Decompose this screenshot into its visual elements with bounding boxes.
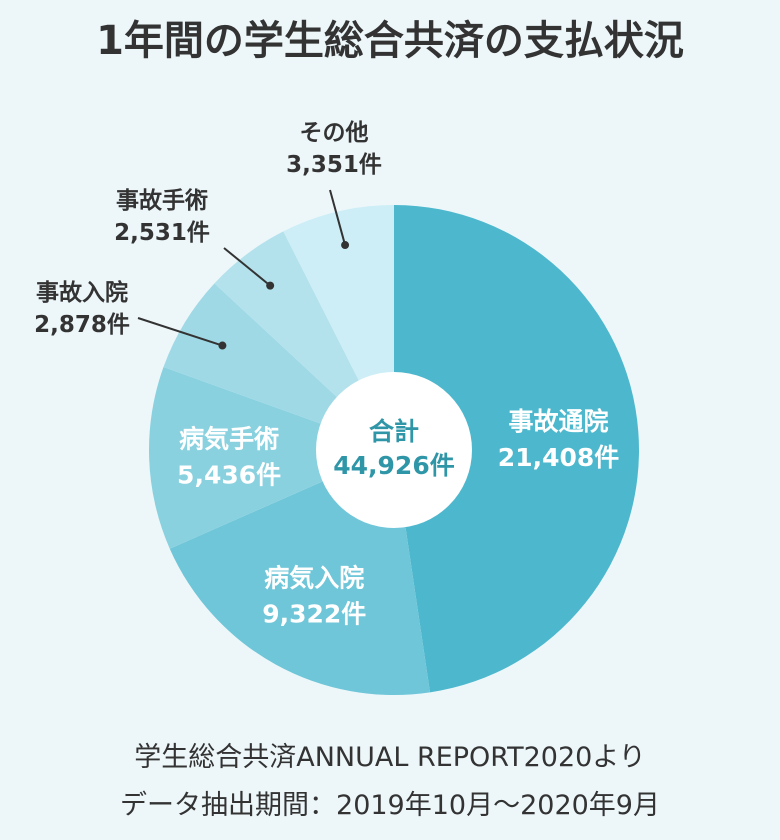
center-total-value: 44,926件: [333, 451, 454, 480]
leader-line: [329, 189, 347, 246]
pie-slice-2: [149, 366, 394, 549]
leader-lines: [137, 189, 350, 350]
slice-value-label: 5,436件: [177, 461, 281, 490]
slice-name-label: その他: [300, 120, 369, 146]
leader-dot: [218, 341, 227, 350]
leader-line: [223, 247, 271, 287]
slice-value-label: 2,531件: [114, 220, 210, 246]
pie-slice-0: [394, 205, 639, 693]
slice-name-label: 事故入院: [36, 279, 128, 306]
slice-name-label: 事故手術: [116, 187, 208, 214]
leader-line: [137, 317, 223, 347]
footer-source: 学生総合共済ANNUAL REPORT2020より: [134, 742, 646, 773]
slice-value-label: 21,408件: [498, 443, 619, 472]
leader-dot: [266, 281, 275, 290]
slice-value-label: 2,878件: [34, 312, 130, 338]
slice-value-label: 3,351件: [286, 152, 382, 178]
center-total-label: 合計: [369, 417, 419, 446]
slice-name-label: 病気入院: [264, 563, 364, 592]
leader-dot: [341, 241, 350, 250]
slice-name-label: 事故通院: [509, 407, 609, 436]
footer-period: データ抽出期間：2019年10月～2020年9月: [120, 790, 660, 821]
chart-title: 1年間の学生総合共済の支払状況: [96, 18, 684, 64]
donut-center-hole: [316, 372, 472, 528]
slice-value-label: 9,322件: [262, 599, 366, 628]
slice-name-label: 病気手術: [179, 425, 279, 454]
